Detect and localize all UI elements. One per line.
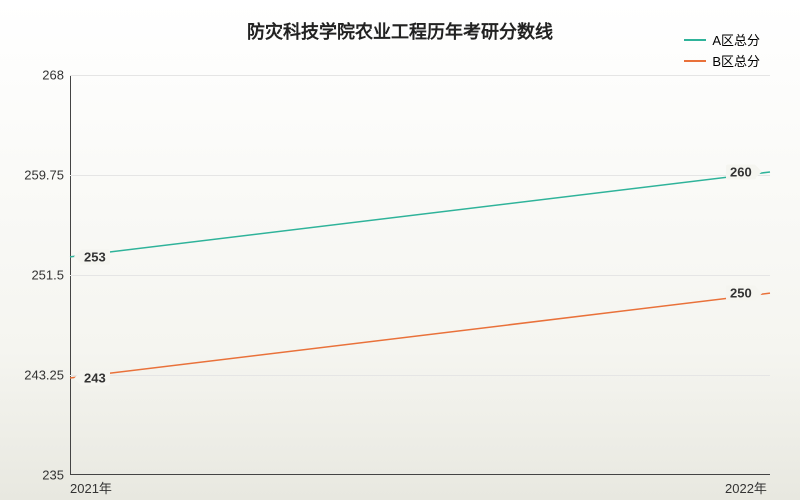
- series-a-line: [70, 172, 770, 257]
- ytick-label: 235: [4, 468, 64, 483]
- legend: A区总分 B区总分: [684, 30, 760, 72]
- gridline: [70, 75, 770, 76]
- series-b-line: [70, 293, 770, 378]
- xtick-label: 2022年: [725, 478, 767, 497]
- legend-label-a: A区总分: [712, 30, 760, 49]
- legend-swatch-a: [684, 39, 706, 41]
- gridline: [70, 375, 770, 376]
- data-label: 250: [726, 286, 756, 301]
- legend-swatch-b: [684, 60, 706, 62]
- ytick-label: 251.5: [4, 268, 64, 283]
- data-label: 253: [80, 249, 110, 264]
- xtick-label: 2021年: [70, 478, 112, 497]
- ytick-label: 243.25: [4, 368, 64, 383]
- gridline: [70, 175, 770, 176]
- gridline: [70, 275, 770, 276]
- data-label: 243: [80, 371, 110, 386]
- legend-item-b: B区总分: [684, 51, 760, 70]
- ytick-label: 268: [4, 68, 64, 83]
- legend-item-a: A区总分: [684, 30, 760, 49]
- chart-title: 防灾科技学院农业工程历年考研分数线: [0, 18, 800, 44]
- ytick-label: 259.75: [4, 168, 64, 183]
- chart-container: 防灾科技学院农业工程历年考研分数线 A区总分 B区总分 235 243.25 251…: [0, 0, 800, 500]
- data-label: 260: [726, 164, 756, 179]
- legend-label-b: B区总分: [712, 51, 760, 70]
